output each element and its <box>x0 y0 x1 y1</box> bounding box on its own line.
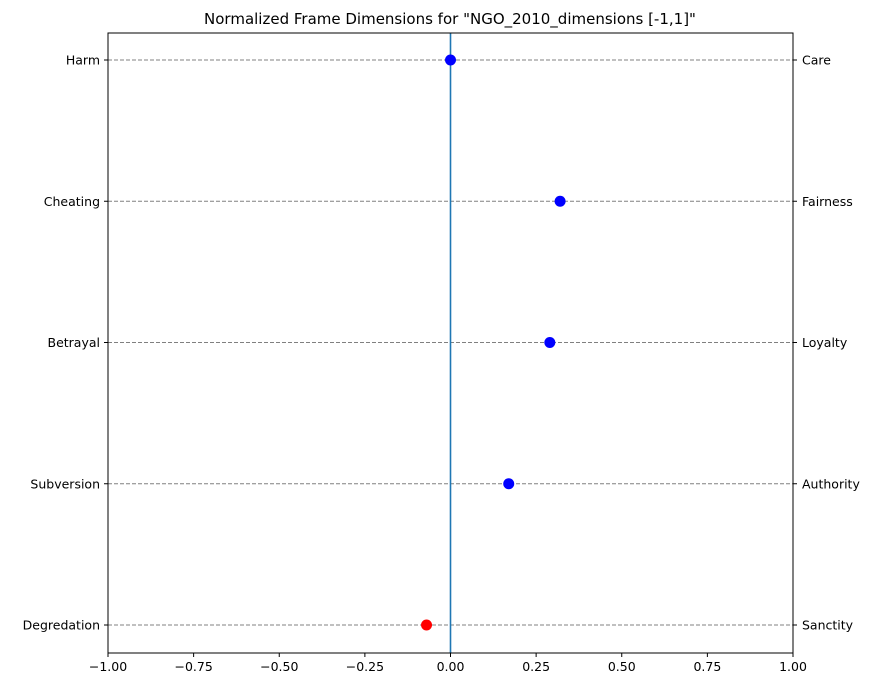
data-point <box>554 195 566 207</box>
data-point <box>445 54 456 66</box>
data-point <box>544 337 556 348</box>
data-point <box>421 619 433 631</box>
y-tick-label-left: Subversion <box>30 476 100 491</box>
points-layer <box>421 54 566 631</box>
x-tick-label: −0.75 <box>174 659 212 674</box>
x-tick-label: 0.50 <box>608 659 636 674</box>
x-tick-label: −0.50 <box>260 659 298 674</box>
x-tick-label: −1.00 <box>89 659 127 674</box>
y-tick-label-left: Degredation <box>23 618 100 633</box>
y-tick-label-right: Loyalty <box>802 335 848 350</box>
y-tick-label-right: Sanctity <box>802 618 854 633</box>
x-tick-label: 1.00 <box>779 659 807 674</box>
data-point <box>503 478 515 490</box>
y-tick-label-right: Authority <box>802 476 860 491</box>
y-tick-label-left: Betrayal <box>48 335 101 350</box>
x-tick-label: 0.00 <box>437 659 465 674</box>
y-tick-label-right: Care <box>802 53 831 68</box>
y-tick-label-left: Cheating <box>44 194 100 209</box>
ticks-layer: Harm Care Cheating Fairness Betrayal Loyalty S… <box>23 53 861 675</box>
y-tick-label-left: Harm <box>66 53 100 68</box>
chart-title: Normalized Frame Dimensions for "NGO_201… <box>204 10 696 29</box>
x-tick-label: −0.25 <box>346 659 384 674</box>
y-tick-label-right: Fairness <box>802 194 853 209</box>
x-tick-label: 0.25 <box>522 659 550 674</box>
x-tick-label: 0.75 <box>693 659 721 674</box>
